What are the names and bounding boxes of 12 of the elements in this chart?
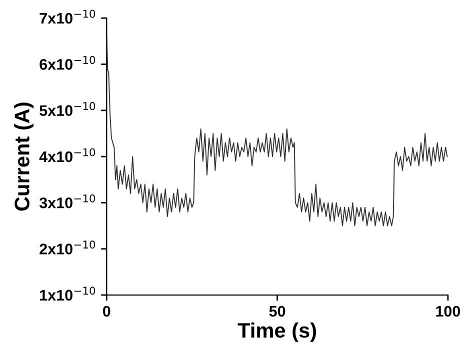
y-tick-label: 1x10$^{−10}$ bbox=[40, 286, 96, 301]
y-tick-label: 7x10$^{−10}$ bbox=[40, 10, 96, 24]
x-tick-label: 0 bbox=[103, 306, 110, 317]
x-tick-label: 50 bbox=[269, 306, 286, 317]
y-tick-label: 2x10$^{−10}$ bbox=[40, 240, 96, 254]
y-axis-title: Current (A) bbox=[14, 102, 34, 211]
x-axis-title: Time (s) bbox=[238, 322, 316, 342]
x-tick-label: 100 bbox=[436, 306, 460, 317]
y-tick-label: 5x10$^{−10}$ bbox=[40, 102, 96, 116]
y-tick-label: 6x10$^{−10}$ bbox=[40, 56, 96, 70]
y-tick-label: 4x10$^{−10}$ bbox=[39, 148, 96, 162]
y-tick-label: 3x10$^{−10}$ bbox=[39, 194, 96, 208]
